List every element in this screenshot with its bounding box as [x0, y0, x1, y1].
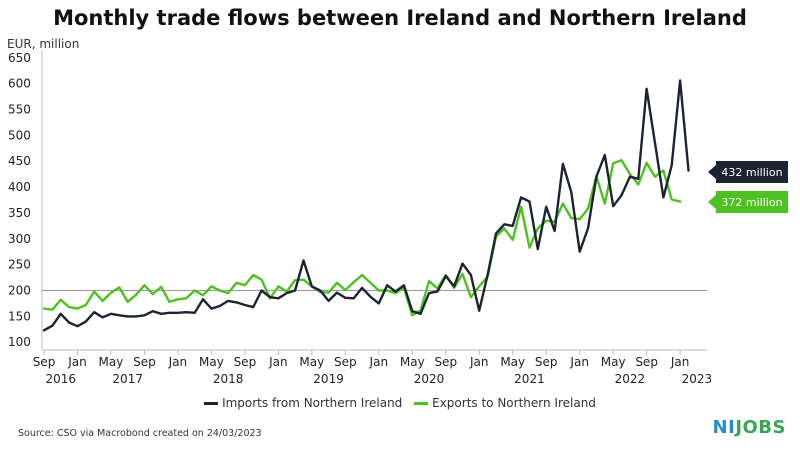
x-tick-label: Sep [33, 355, 56, 369]
year-label: 2020 [414, 372, 445, 386]
year-label: 2022 [615, 372, 646, 386]
year-label: 2021 [514, 372, 545, 386]
legend-swatch-exports [414, 402, 429, 405]
x-tick-label: Sep [535, 355, 558, 369]
year-label: 2016 [45, 372, 76, 386]
year-label: 2018 [213, 372, 244, 386]
legend: Imports from Northern Ireland Exports to… [0, 396, 800, 410]
x-tick-label: May [99, 355, 124, 369]
x-tick-label: Sep [234, 355, 257, 369]
source-note: Source: CSO via Macrobond created on 24/… [18, 428, 262, 439]
nijobs-logo: NIJOBS [712, 417, 786, 438]
y-tick-label: 300 [8, 232, 31, 246]
legend-label-imports: Imports from Northern Ireland [222, 396, 403, 410]
x-tick-label: Jan [67, 355, 87, 369]
x-tick-label: Sep [133, 355, 156, 369]
y-tick-label: 350 [8, 206, 31, 220]
legend-item-exports: Exports to Northern Ireland [414, 396, 596, 410]
end-label-exports: 372 million [721, 196, 782, 209]
y-tick-label: 650 [8, 51, 31, 65]
y-tick-label: 450 [8, 154, 31, 168]
x-tick-label: Jan [268, 355, 288, 369]
end-label-exports-pointer [708, 195, 716, 209]
x-tick-label: May [199, 355, 224, 369]
y-tick-label: 100 [8, 335, 31, 349]
legend-item-imports: Imports from Northern Ireland [204, 396, 402, 410]
x-tick-label: Sep [635, 355, 658, 369]
end-label-exports-box [716, 191, 788, 213]
y-tick-label: 250 [8, 258, 31, 272]
y-tick-label: 550 [8, 102, 31, 116]
x-tick-label: Sep [434, 355, 457, 369]
end-label-imports-box [716, 161, 788, 183]
x-tick-label: Sep [334, 355, 357, 369]
x-tick-label: Jan [670, 355, 690, 369]
y-tick-label: 400 [8, 180, 31, 194]
y-axis-label: EUR, million [7, 37, 80, 51]
legend-label-exports: Exports to Northern Ireland [432, 396, 596, 410]
end-label-imports-pointer [708, 165, 716, 179]
y-tick-label: 600 [8, 77, 31, 91]
x-tick-label: Jan [369, 355, 389, 369]
x-tick-label: May [299, 355, 324, 369]
y-tick-label: 500 [8, 128, 31, 142]
x-tick-label: May [601, 355, 626, 369]
year-label: 2019 [313, 372, 344, 386]
series-line-imports [42, 79, 690, 332]
x-tick-label: May [500, 355, 525, 369]
legend-swatch-imports [204, 402, 219, 405]
x-tick-label: Jan [469, 355, 489, 369]
x-tick-label: May [400, 355, 425, 369]
year-label: 2023 [682, 372, 713, 386]
year-label: 2017 [112, 372, 143, 386]
x-tick-label: Jan [569, 355, 589, 369]
chart-title: Monthly trade flows between Ireland and … [53, 6, 747, 30]
end-label-imports: 432 million [721, 166, 782, 179]
y-tick-label: 200 [8, 284, 31, 298]
x-tick-label: Jan [168, 355, 188, 369]
y-tick-label: 150 [8, 309, 31, 323]
